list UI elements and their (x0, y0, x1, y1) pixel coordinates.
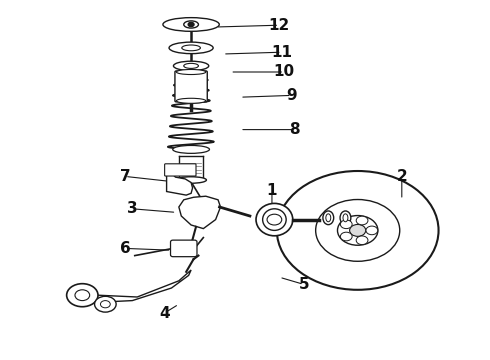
Ellipse shape (184, 21, 198, 28)
Ellipse shape (176, 69, 206, 75)
Circle shape (188, 22, 194, 27)
Text: 3: 3 (127, 201, 138, 216)
Ellipse shape (184, 63, 198, 68)
Circle shape (341, 232, 352, 241)
Circle shape (366, 226, 378, 235)
Ellipse shape (172, 145, 210, 153)
Text: 8: 8 (289, 122, 299, 137)
Circle shape (356, 236, 368, 244)
Text: 2: 2 (396, 169, 407, 184)
Circle shape (350, 225, 366, 236)
Circle shape (267, 214, 282, 225)
Circle shape (356, 216, 368, 225)
Ellipse shape (173, 61, 209, 71)
Text: 10: 10 (273, 64, 295, 80)
Polygon shape (167, 168, 193, 195)
Text: 1: 1 (267, 183, 277, 198)
Ellipse shape (343, 214, 348, 222)
Text: 6: 6 (120, 241, 130, 256)
Circle shape (67, 284, 98, 307)
Text: 9: 9 (286, 88, 297, 103)
Polygon shape (78, 270, 191, 302)
Circle shape (341, 220, 352, 229)
Circle shape (95, 296, 116, 312)
Circle shape (338, 216, 378, 245)
Circle shape (75, 290, 90, 301)
FancyBboxPatch shape (175, 71, 207, 102)
Ellipse shape (163, 18, 220, 31)
Ellipse shape (323, 211, 334, 225)
Circle shape (316, 199, 400, 261)
Ellipse shape (340, 211, 351, 225)
Circle shape (100, 301, 110, 308)
Ellipse shape (326, 214, 331, 222)
Ellipse shape (263, 209, 286, 230)
FancyBboxPatch shape (165, 164, 196, 176)
Polygon shape (179, 196, 220, 229)
Text: 12: 12 (269, 18, 290, 33)
Ellipse shape (182, 45, 200, 51)
Ellipse shape (256, 203, 293, 236)
FancyBboxPatch shape (171, 240, 197, 257)
Ellipse shape (176, 177, 206, 183)
Circle shape (277, 171, 439, 290)
Text: 7: 7 (120, 169, 130, 184)
Ellipse shape (169, 42, 213, 54)
Text: 4: 4 (159, 306, 170, 321)
Text: 11: 11 (271, 45, 292, 60)
Ellipse shape (176, 98, 206, 103)
Text: 5: 5 (298, 277, 309, 292)
